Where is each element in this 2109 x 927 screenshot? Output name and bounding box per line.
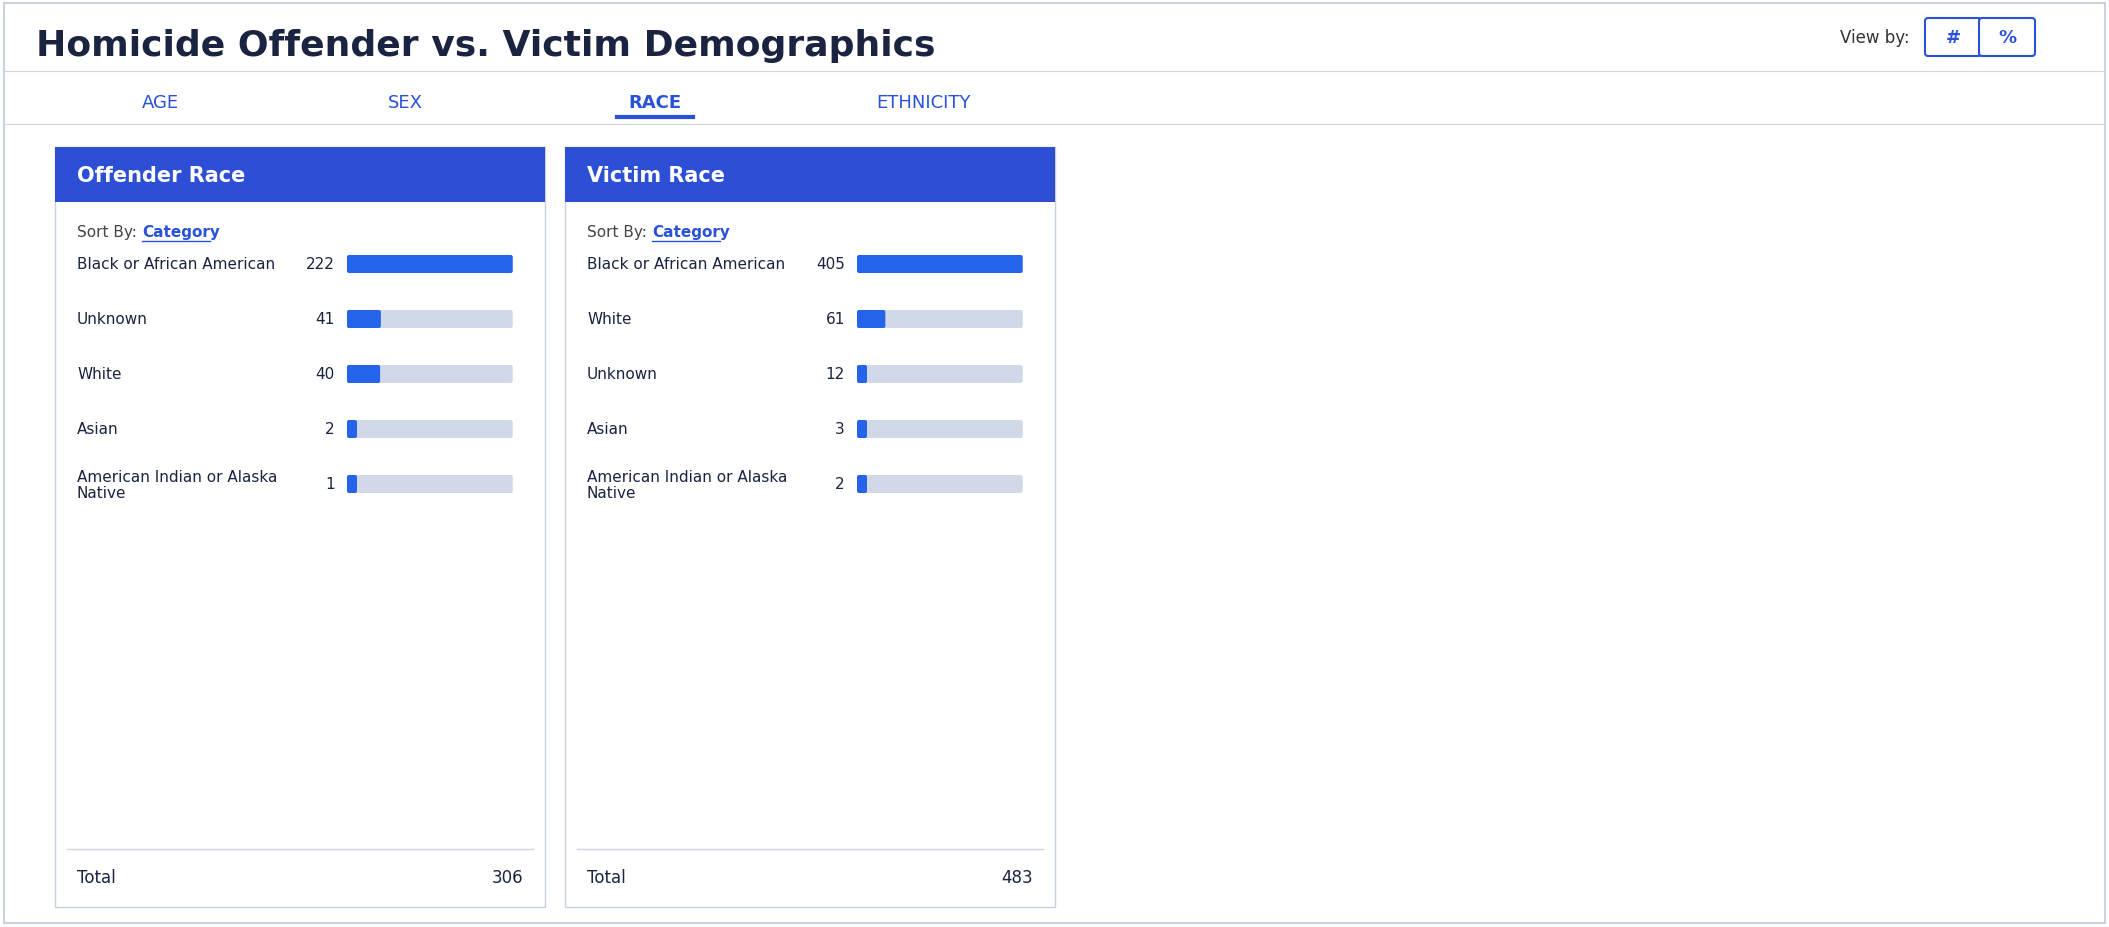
FancyBboxPatch shape — [856, 256, 1023, 273]
FancyBboxPatch shape — [856, 365, 1023, 384]
Text: 405: 405 — [816, 257, 846, 273]
Text: 2: 2 — [835, 477, 846, 492]
Text: 1: 1 — [325, 477, 335, 492]
Text: Native: Native — [586, 486, 637, 501]
FancyBboxPatch shape — [348, 365, 512, 384]
FancyBboxPatch shape — [1978, 19, 2035, 57]
FancyBboxPatch shape — [856, 476, 867, 493]
FancyBboxPatch shape — [856, 365, 867, 384]
Text: Black or African American: Black or African American — [78, 257, 274, 273]
Text: 483: 483 — [1002, 868, 1033, 886]
Text: Homicide Offender vs. Victim Demographics: Homicide Offender vs. Victim Demographic… — [36, 29, 936, 63]
Text: View by:: View by: — [1839, 29, 1909, 47]
Text: #: # — [1944, 29, 1961, 47]
Text: 12: 12 — [827, 367, 846, 382]
FancyBboxPatch shape — [348, 311, 512, 329]
Text: White: White — [78, 367, 122, 382]
Text: Offender Race: Offender Race — [78, 165, 245, 185]
FancyBboxPatch shape — [348, 256, 512, 273]
FancyBboxPatch shape — [348, 476, 356, 493]
Text: Black or African American: Black or African American — [586, 257, 785, 273]
Text: Category: Category — [652, 225, 730, 240]
Text: Category: Category — [141, 225, 219, 240]
Bar — [55, 147, 544, 907]
FancyBboxPatch shape — [348, 421, 356, 438]
Text: AGE: AGE — [141, 94, 179, 112]
Text: 61: 61 — [825, 312, 846, 327]
Text: American Indian or Alaska: American Indian or Alaska — [586, 470, 787, 485]
Text: 222: 222 — [306, 257, 335, 273]
Text: Sort By:: Sort By: — [78, 225, 141, 240]
Text: White: White — [586, 312, 631, 327]
Text: American Indian or Alaska: American Indian or Alaska — [78, 470, 278, 485]
FancyBboxPatch shape — [856, 476, 1023, 493]
Text: Total: Total — [586, 868, 626, 886]
Text: Total: Total — [78, 868, 116, 886]
FancyBboxPatch shape — [348, 256, 512, 273]
FancyBboxPatch shape — [348, 311, 382, 329]
Text: SEX: SEX — [388, 94, 422, 112]
Text: Asian: Asian — [78, 422, 118, 437]
Text: Unknown: Unknown — [586, 367, 658, 382]
FancyBboxPatch shape — [856, 256, 1023, 273]
Text: 40: 40 — [316, 367, 335, 382]
Text: Unknown: Unknown — [78, 312, 148, 327]
FancyBboxPatch shape — [348, 476, 512, 493]
FancyBboxPatch shape — [348, 365, 380, 384]
Text: RACE: RACE — [628, 94, 681, 112]
FancyBboxPatch shape — [856, 311, 886, 329]
Text: Native: Native — [78, 486, 127, 501]
Bar — [55, 147, 544, 203]
FancyBboxPatch shape — [856, 311, 1023, 329]
FancyBboxPatch shape — [348, 421, 512, 438]
Text: 2: 2 — [325, 422, 335, 437]
FancyBboxPatch shape — [1926, 19, 1980, 57]
Text: Sort By:: Sort By: — [586, 225, 652, 240]
Bar — [565, 147, 1054, 907]
FancyBboxPatch shape — [856, 421, 867, 438]
Text: ETHNICITY: ETHNICITY — [875, 94, 970, 112]
Bar — [565, 147, 1054, 203]
Text: 306: 306 — [491, 868, 523, 886]
FancyBboxPatch shape — [856, 421, 1023, 438]
Text: Asian: Asian — [586, 422, 628, 437]
Text: %: % — [1997, 29, 2016, 47]
Text: 41: 41 — [316, 312, 335, 327]
Text: Victim Race: Victim Race — [586, 165, 725, 185]
Text: 3: 3 — [835, 422, 846, 437]
